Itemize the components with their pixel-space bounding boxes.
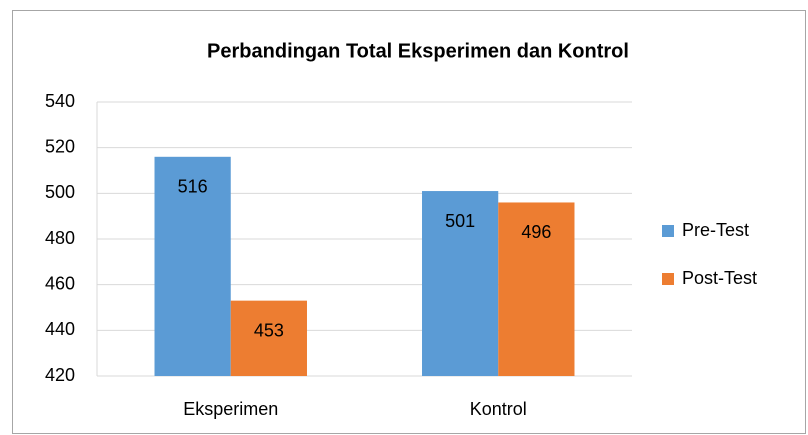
- y-tick-label: 420: [45, 365, 75, 385]
- legend-label: Post-Test: [682, 268, 757, 288]
- y-tick-label: 460: [45, 273, 75, 293]
- bar: [422, 191, 499, 376]
- x-tick-label: Eksperimen: [183, 399, 278, 419]
- data-label: 496: [521, 222, 551, 242]
- legend-swatch: [662, 225, 674, 237]
- x-tick-label: Kontrol: [470, 399, 527, 419]
- bar: [230, 300, 307, 376]
- y-tick-label: 540: [45, 91, 75, 111]
- chart-title: Perbandingan Total Eksperimen dan Kontro…: [207, 40, 629, 62]
- y-tick-label: 520: [45, 136, 75, 156]
- data-label: 501: [445, 211, 475, 231]
- data-label: 516: [178, 177, 208, 197]
- chart-border: [12, 10, 806, 434]
- bar: [498, 202, 575, 376]
- y-tick-label: 500: [45, 182, 75, 202]
- y-tick-label: 440: [45, 319, 75, 339]
- y-tick-label: 480: [45, 228, 75, 248]
- legend-swatch: [662, 273, 674, 285]
- legend-label: Pre-Test: [682, 220, 749, 240]
- bar: [154, 156, 231, 376]
- data-label: 453: [254, 320, 284, 340]
